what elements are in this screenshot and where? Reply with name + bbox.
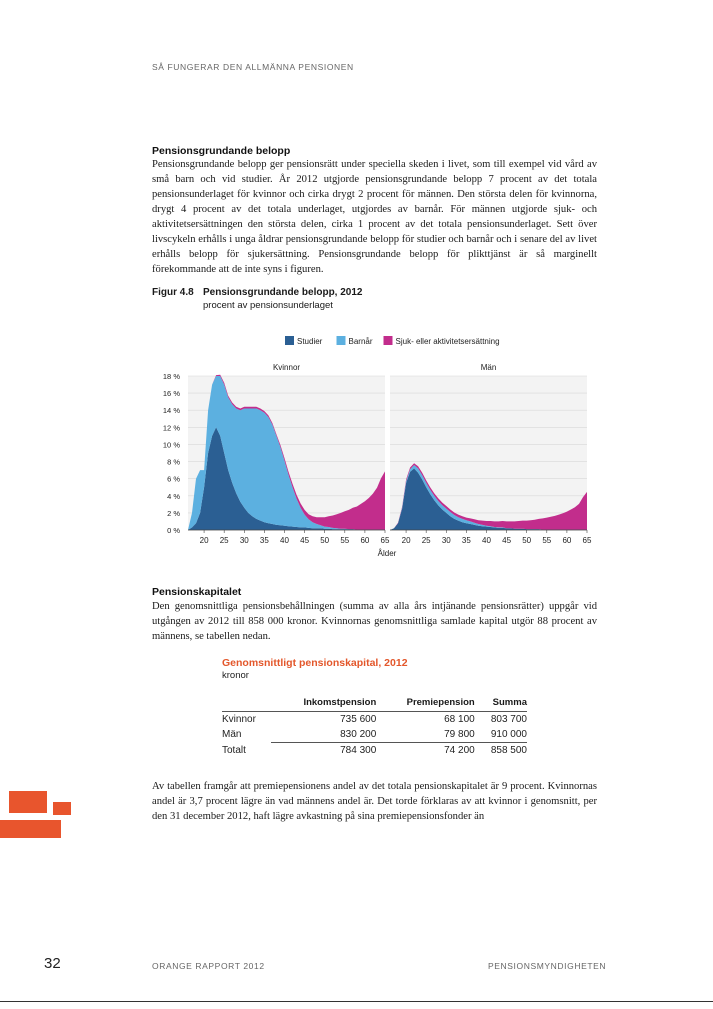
col-header-summa: Summa — [474, 695, 527, 712]
table-header-row: Inkomstpension Premiepension Summa — [222, 695, 527, 712]
section-body-premie: Av tabellen framgår att premiepensionens… — [152, 781, 597, 822]
legend-label-0: Studier — [297, 337, 323, 346]
section-heading-kapital: Pensionskapitalet — [152, 586, 242, 598]
table-row: Kvinnor 735 600 68 100 803 700 — [222, 712, 527, 728]
decor-block-1 — [9, 791, 47, 813]
cell: 68 100 — [444, 714, 475, 725]
decor-block-3 — [0, 820, 61, 838]
y-tick-label: 14 % — [163, 406, 180, 415]
running-header: SÅ FUNGERAR DEN ALLMÄNNA PENSIONEN — [152, 62, 354, 72]
area-sjuk-eller-aktivitetsersättning-0 — [188, 374, 385, 530]
row-label: Män — [222, 729, 242, 741]
area-sjuk-eller-aktivitetsersättning-1 — [390, 463, 587, 530]
table-row: Totalt 784 300 74 200 858 500 — [222, 742, 527, 758]
cell: 858 500 — [474, 742, 527, 758]
y-tick-label: 0 % — [167, 526, 180, 535]
x-tick-label: 40 — [280, 536, 289, 545]
section-body-kapital: Den genomsnittliga pensionsbehållningen … — [152, 601, 597, 642]
figure-subtitle: procent av pensionsunderlaget — [203, 300, 333, 311]
figure-label: Figur 4.8 — [152, 287, 194, 298]
y-tick-label: 12 % — [163, 423, 180, 432]
cell: 79 800 — [444, 729, 475, 740]
table-header-empty — [222, 695, 271, 712]
x-tick-label: 55 — [340, 536, 349, 545]
x-tick-label: 60 — [360, 536, 369, 545]
x-tick-label: 65 — [381, 536, 390, 545]
legend-label-2: Sjuk- eller aktivitetsersättning — [396, 337, 500, 346]
page-number: 32 — [44, 955, 61, 972]
area-studier-0 — [188, 427, 385, 530]
y-tick-label: 10 % — [163, 440, 180, 449]
cell: 830 200 — [340, 729, 377, 740]
x-tick-label: 65 — [583, 536, 592, 545]
row-label: Totalt — [222, 744, 246, 756]
area-barnår-1 — [390, 465, 587, 530]
x-tick-label: 30 — [240, 536, 249, 545]
y-tick-label: 16 % — [163, 389, 180, 398]
col-header-premiepension: Premiepension — [376, 695, 475, 712]
x-tick-label: 40 — [482, 536, 491, 545]
x-axis-label: Ålder — [378, 549, 397, 558]
cell: 735 600 — [340, 714, 377, 725]
figure-title: Pensionsgrundande belopp, 2012 — [203, 287, 363, 298]
x-tick-label: 45 — [502, 536, 511, 545]
y-tick-label: 18 % — [163, 372, 180, 381]
legend-swatch-1 — [336, 336, 346, 345]
legend-swatch-2 — [383, 336, 393, 345]
table-row: Män 830 200 79 800 910 000 — [222, 727, 527, 743]
section-heading-pgb: Pensionsgrundande belopp — [152, 145, 291, 157]
pension-capital-table-block: Genomsnittligt pensionskapital, 2012 kro… — [222, 657, 527, 758]
x-tick-label: 20 — [200, 536, 209, 545]
y-tick-label: 4 % — [167, 492, 180, 501]
area-studier-1 — [390, 468, 587, 530]
legend-swatch-0 — [285, 336, 294, 345]
row-label: Kvinnor — [222, 714, 256, 725]
col-header-inkomstpension: Inkomstpension — [271, 695, 377, 712]
footer-right: PENSIONSMYNDIGHETEN — [488, 961, 607, 971]
y-tick-label: 6 % — [167, 475, 180, 484]
x-tick-label: 25 — [422, 536, 431, 545]
y-tick-label: 8 % — [167, 458, 180, 467]
x-tick-label: 30 — [442, 536, 451, 545]
cell: 910 000 — [490, 729, 527, 740]
section-body-pgb: Pensionsgrundande belopp ger pensionsrät… — [152, 159, 597, 275]
panel-title-0: Kvinnor — [273, 363, 300, 372]
panel-title-1: Män — [481, 363, 497, 372]
x-tick-label: 35 — [260, 536, 269, 545]
bottom-rule — [0, 1001, 713, 1002]
cell: 803 700 — [490, 714, 527, 725]
x-tick-label: 55 — [542, 536, 551, 545]
footer-left: ORANGE RAPPORT 2012 — [152, 961, 265, 971]
decor-block-2 — [53, 802, 71, 815]
x-tick-label: 45 — [300, 536, 309, 545]
legend-label-1: Barnår — [349, 337, 373, 346]
cell: 784 300 — [271, 742, 377, 758]
x-tick-label: 35 — [462, 536, 471, 545]
x-tick-label: 50 — [320, 536, 329, 545]
cell: 74 200 — [376, 742, 475, 758]
table-title: Genomsnittligt pensionskapital, 2012 — [222, 657, 408, 669]
x-tick-label: 60 — [562, 536, 571, 545]
y-tick-label: 2 % — [167, 509, 180, 518]
x-tick-label: 50 — [522, 536, 531, 545]
area-chart: Studier Barnår Sjuk- eller aktivitetsersät… — [163, 336, 592, 558]
x-tick-label: 25 — [220, 536, 229, 545]
pension-capital-table: Inkomstpension Premiepension Summa Kvinn… — [222, 695, 527, 758]
x-tick-label: 20 — [402, 536, 411, 545]
table-unit: kronor — [222, 670, 249, 681]
area-barnår-0 — [188, 376, 385, 530]
